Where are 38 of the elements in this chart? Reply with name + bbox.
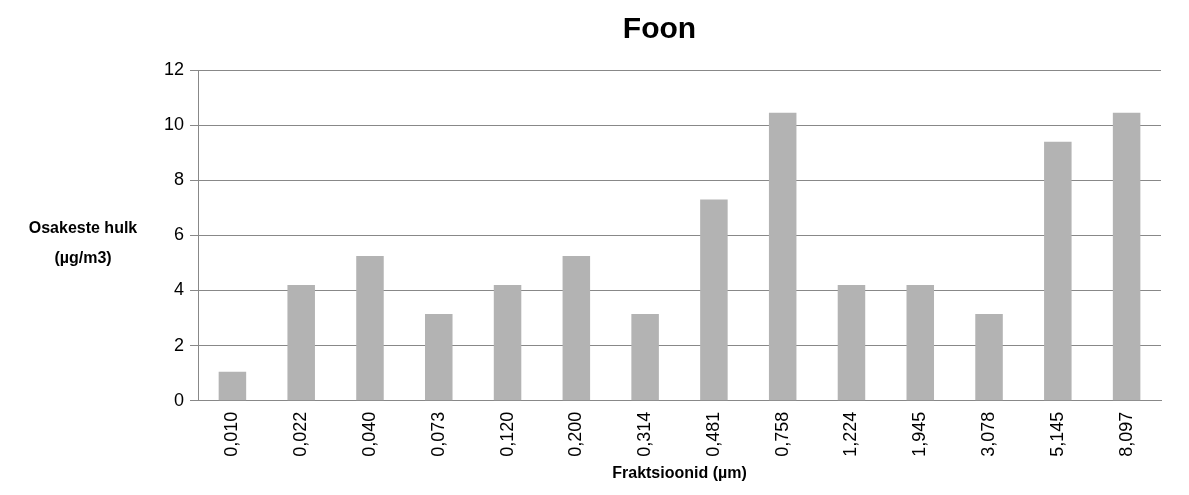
- x-tick-label: 0,022: [290, 411, 311, 457]
- y-tick-label: 10: [163, 114, 185, 135]
- bar: [906, 284, 935, 401]
- bar: [700, 199, 728, 401]
- x-axis-title: Fraktsioonid (µm): [612, 463, 747, 481]
- y-axis-title: Osakeste hulk (µg/m3): [27, 218, 139, 268]
- x-tick-label: 0,040: [358, 411, 379, 457]
- y-tick-label: 2: [174, 334, 185, 355]
- bar: [356, 256, 384, 401]
- bar: [975, 313, 1003, 401]
- bar: [287, 284, 315, 401]
- bar: [425, 313, 453, 401]
- x-tick-label: 0,073: [427, 411, 448, 457]
- chart-title: Foon: [622, 11, 697, 45]
- x-tick-label: 1,945: [909, 411, 930, 457]
- x-tick-label: 0,120: [496, 411, 517, 457]
- y-tick-label: 12: [163, 58, 185, 79]
- x-tick-label: 8,097: [1115, 411, 1136, 457]
- bar: [562, 256, 591, 401]
- x-tick-label: 1,224: [840, 411, 861, 457]
- x-tick-label: 0,481: [702, 411, 723, 457]
- x-tick-label: 3,078: [978, 411, 999, 457]
- bar: [218, 371, 247, 401]
- y-tick-label: 8: [174, 169, 185, 190]
- x-tick-label: 0,200: [565, 411, 586, 457]
- bar: [1112, 112, 1141, 401]
- bar: [631, 313, 659, 401]
- y-tick-label: 4: [174, 279, 185, 300]
- x-tick-label: 0,314: [634, 411, 655, 457]
- bar: [768, 112, 797, 401]
- x-tick-label: 5,145: [1046, 411, 1067, 457]
- bar: [837, 284, 866, 401]
- x-tick-label: 0,758: [771, 411, 792, 457]
- y-tick-label: 6: [174, 224, 185, 245]
- bar: [1044, 141, 1072, 401]
- bar: [493, 284, 522, 401]
- x-tick-label: 0,010: [221, 411, 242, 457]
- y-tick-label: 0: [174, 389, 185, 410]
